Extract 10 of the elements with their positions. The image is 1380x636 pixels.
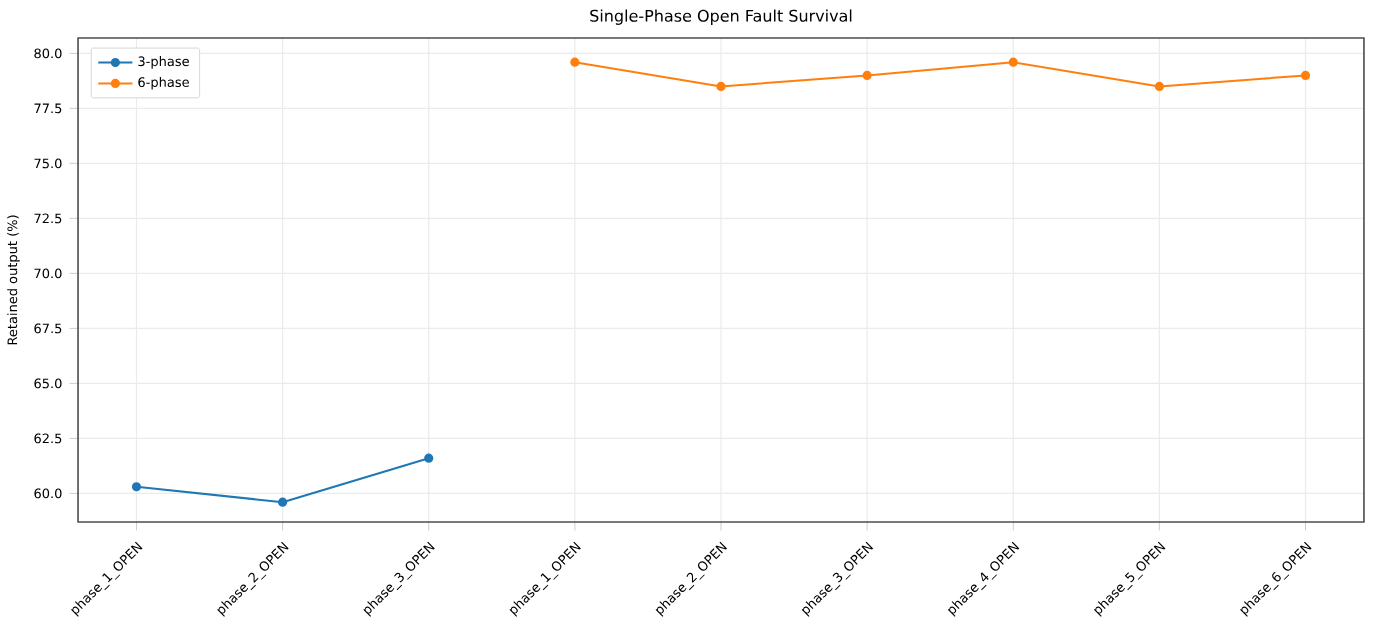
point	[716, 81, 726, 91]
point	[862, 70, 872, 80]
point	[131, 482, 142, 492]
point	[1300, 70, 1311, 80]
point	[424, 453, 434, 463]
point	[1008, 57, 1018, 67]
point	[570, 57, 580, 67]
point	[278, 497, 288, 507]
chart-title: Single-Phase Open Fault Survival	[590, 9, 852, 25]
point	[1154, 81, 1164, 91]
